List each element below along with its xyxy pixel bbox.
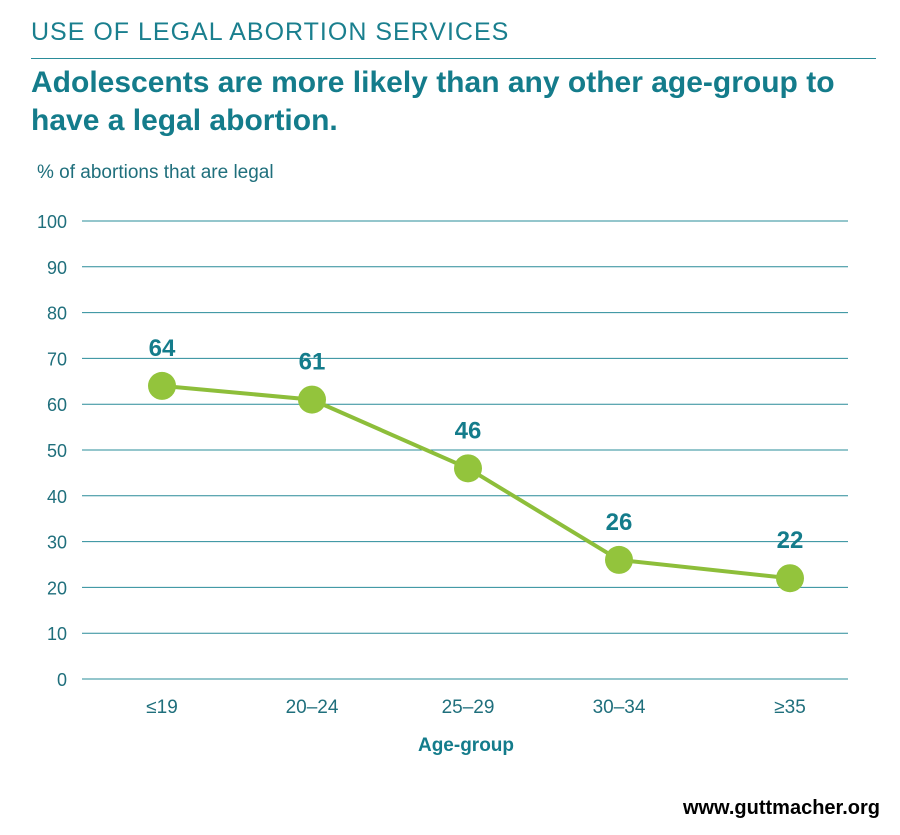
series-line [161, 383, 791, 581]
x-tick-label: 25–29 [442, 697, 495, 718]
data-point [776, 564, 804, 593]
y-axis-label: % of abortions that are legal [37, 162, 274, 183]
kicker-title: USE OF LEGAL ABORTION SERVICES [31, 18, 510, 46]
y-tick-label: 10 [47, 624, 67, 644]
y-tick-label: 50 [47, 441, 67, 461]
y-tick-label: 30 [47, 533, 67, 553]
data-label: 22 [777, 527, 804, 554]
y-tick-label: 100 [37, 212, 67, 232]
data-point [148, 371, 176, 400]
y-tick-label: 80 [47, 304, 67, 324]
data-label: 64 [149, 335, 176, 362]
y-tick-label: 90 [47, 258, 67, 278]
data-point [605, 545, 633, 574]
header-divider [31, 58, 876, 59]
y-tick-label: 60 [47, 395, 67, 415]
data-point [454, 454, 482, 483]
x-tick-label: 30–34 [593, 697, 646, 718]
data-label: 26 [606, 509, 633, 536]
chart-headline: Adolescents are more likely than any oth… [31, 66, 835, 137]
y-tick-label: 70 [47, 349, 67, 369]
x-tick-label: 20–24 [286, 697, 339, 718]
y-tick-label: 40 [47, 487, 67, 507]
data-label: 61 [299, 349, 326, 376]
x-tick-label: ≥35 [774, 697, 806, 718]
data-label: 46 [455, 417, 482, 444]
y-tick-label: 20 [47, 578, 67, 598]
x-tick-label: ≤19 [146, 697, 178, 718]
data-point [298, 385, 326, 414]
x-axis-title: Age-group [418, 735, 514, 756]
source-url: www.guttmacher.org [682, 797, 880, 819]
y-tick-label: 0 [57, 670, 67, 690]
